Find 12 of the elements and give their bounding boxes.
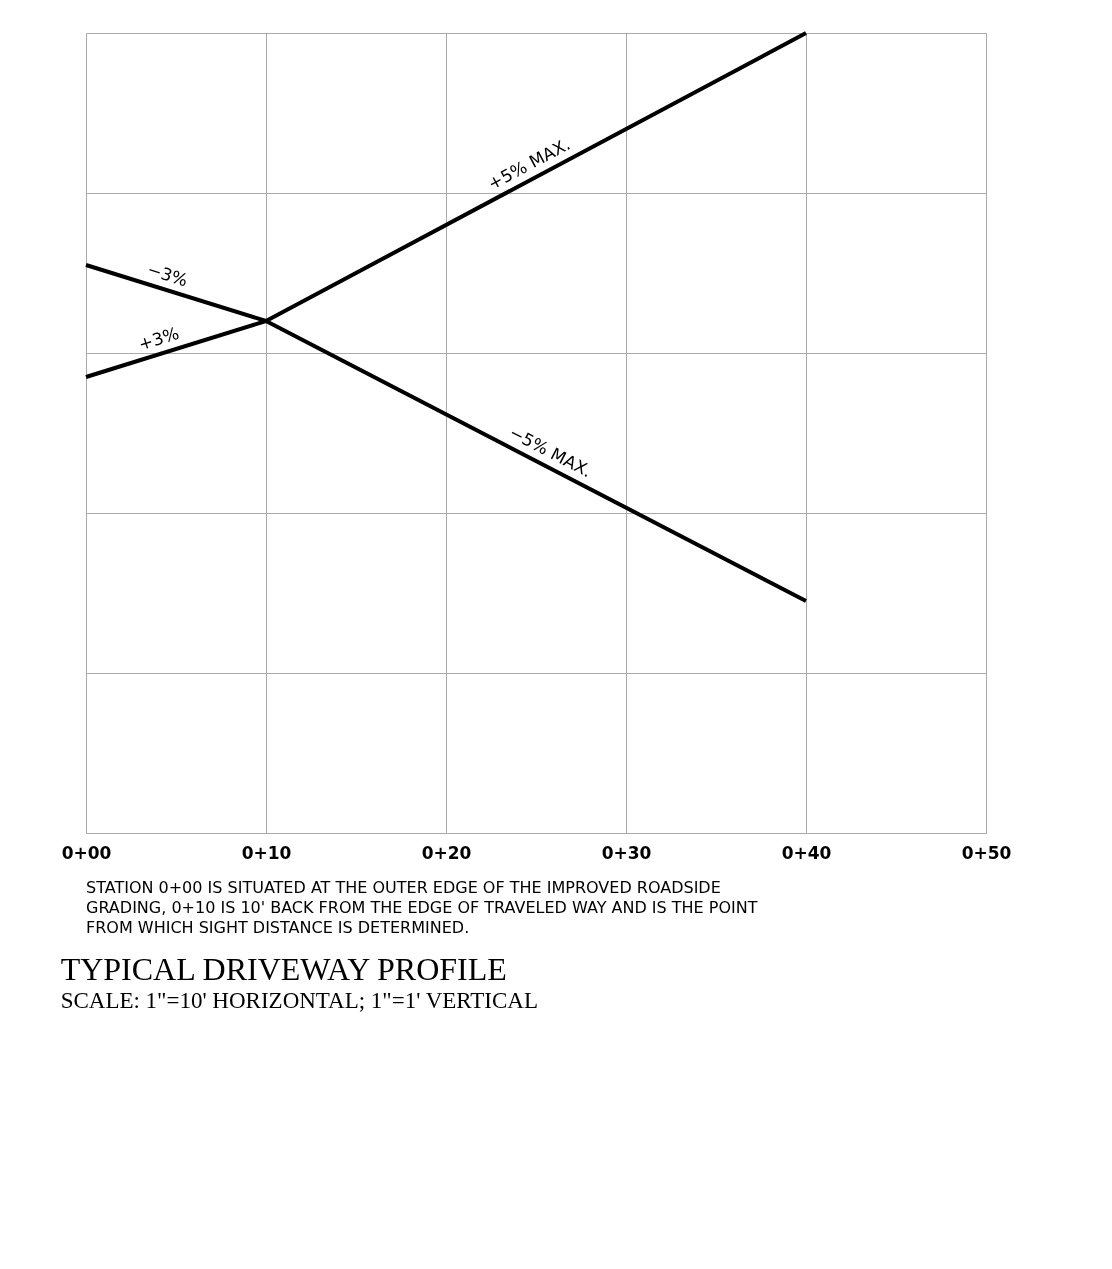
text: TYPICAL DRIVEWAY PROFILE <box>60 951 507 987</box>
x-tick-label: 0+40 <box>781 842 832 863</box>
x-tick-label: 0+20 <box>421 842 472 863</box>
annotation: −3% <box>144 259 191 291</box>
text: SCALE: 1"=10' HORIZONTAL; 1"=1' VERTICAL <box>60 988 539 1013</box>
annotation: +3% <box>136 323 182 355</box>
text: STATION 0+00 IS SITUATED AT THE OUTER EDGE OF THE IMPROVED ROADSIDE GRADING, 0+10 IS 10' BACK FROM THE EDGE OF TRAVELED WAY AND IS THE POINT FROM WHICH SIGHT DISTANCE IS DETERMINED. <box>86 878 758 937</box>
annotation: +5% MAX. <box>484 133 574 194</box>
x-tick-label: 0+10 <box>241 842 292 863</box>
x-tick-label: 0+50 <box>961 842 1012 863</box>
x-tick-label: 0+00 <box>61 842 112 863</box>
x-tick-label: 0+30 <box>601 842 652 863</box>
